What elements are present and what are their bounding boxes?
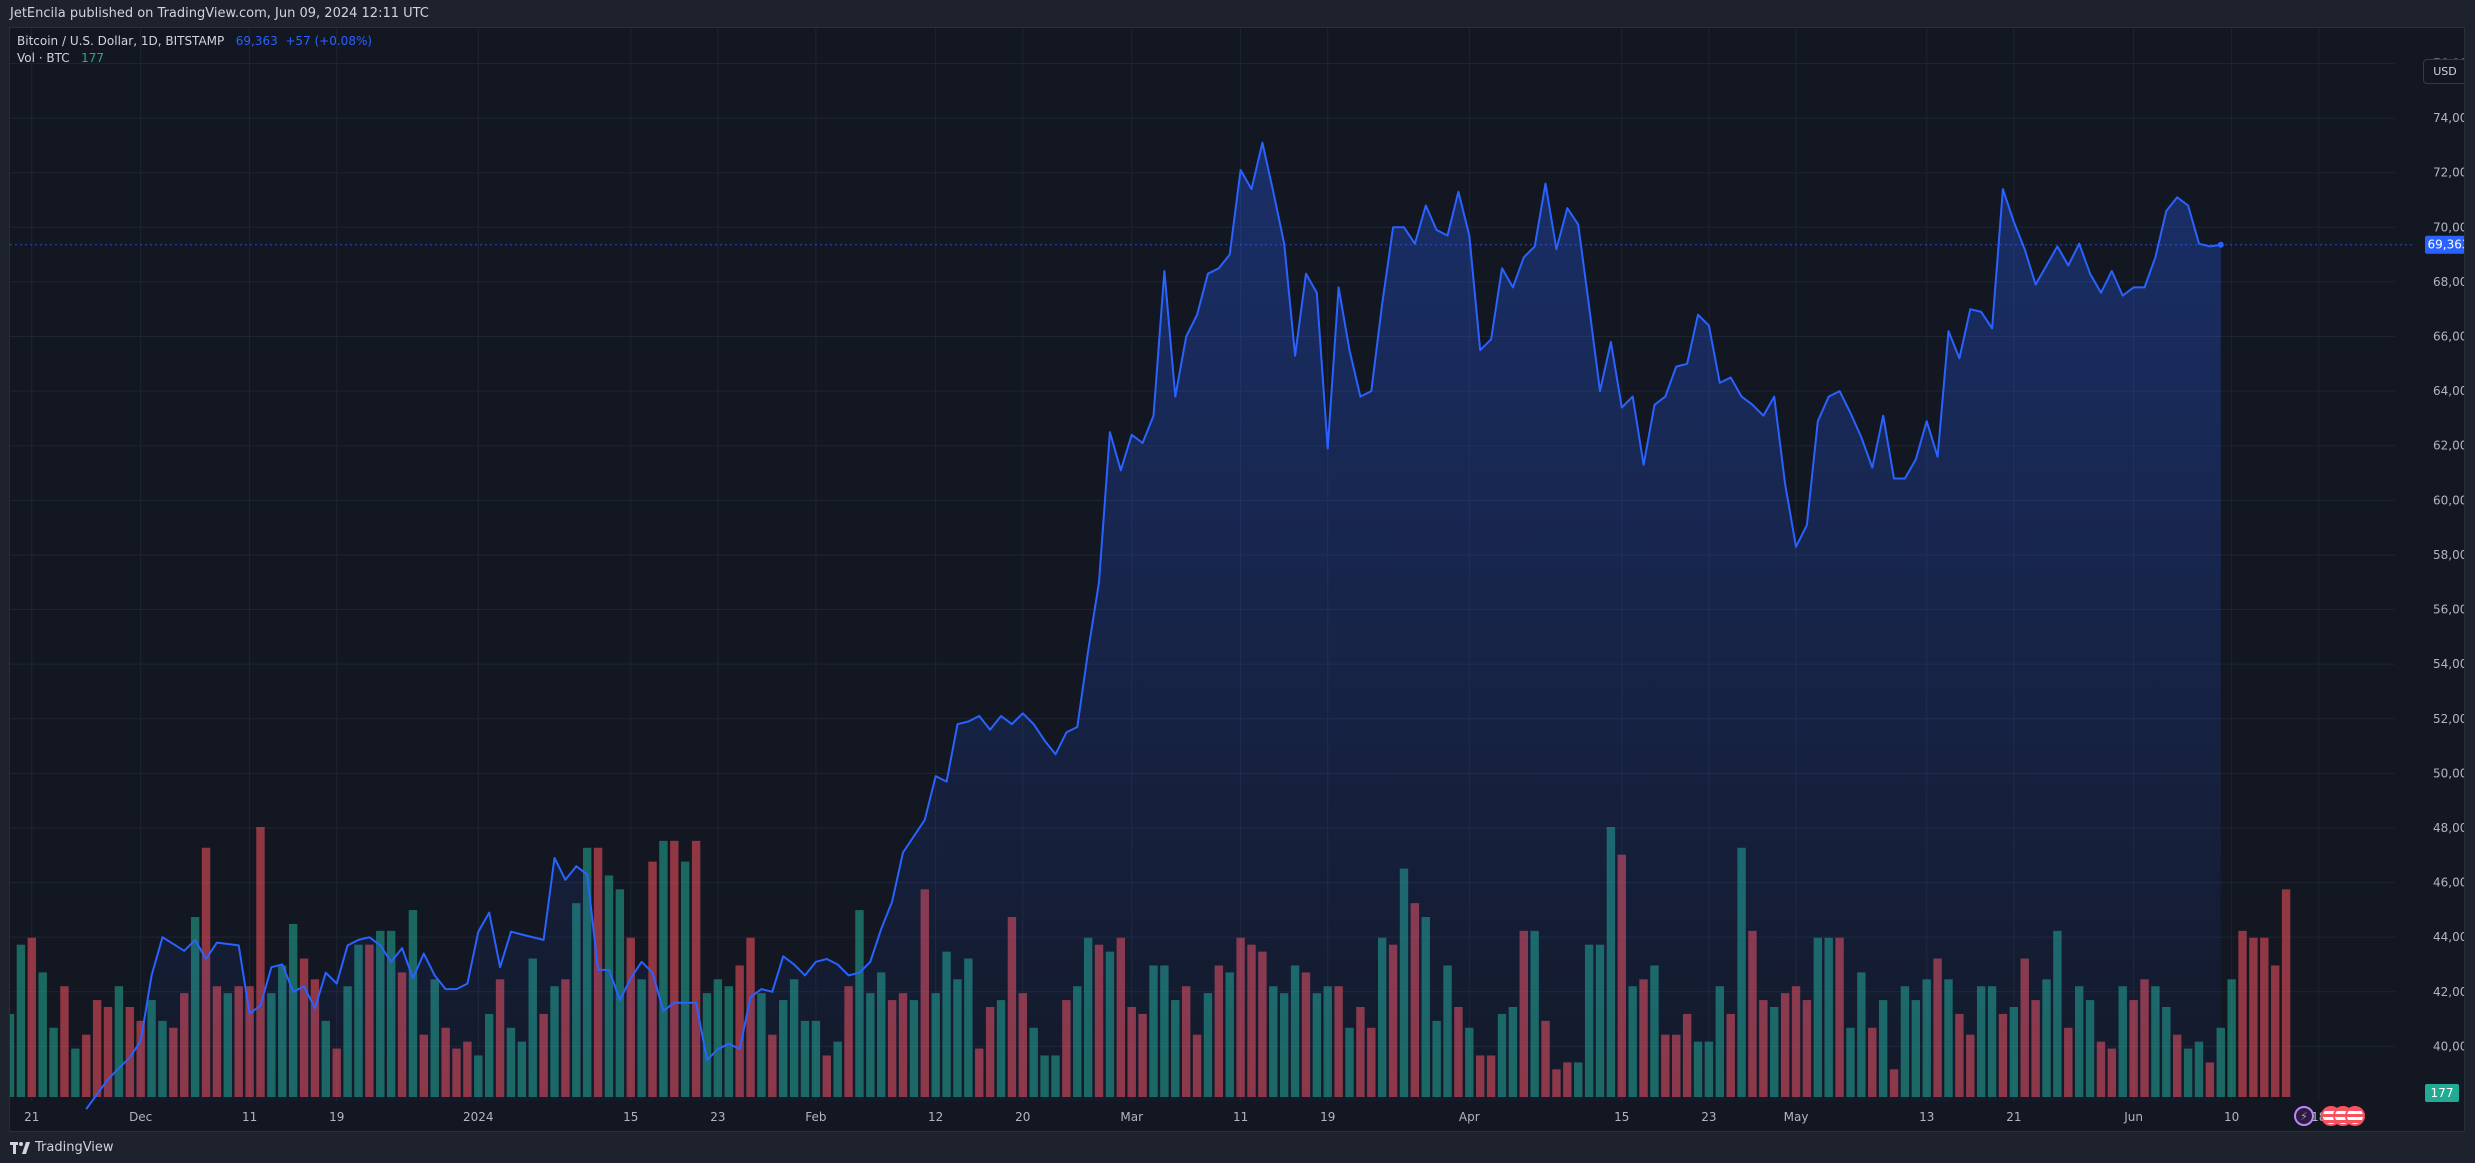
y-tick-label: 74,000 [2433,111,2465,125]
us-flag-event-icon[interactable] [2345,1106,2365,1126]
x-tick-label: 15 [623,1110,638,1124]
y-tick-label: 64,000 [2433,384,2465,398]
volume-bar [71,1048,80,1097]
x-tick-label: 23 [1701,1110,1716,1124]
y-tick-label: 52,000 [2433,712,2465,726]
volume-bar [2260,937,2269,1097]
x-tick-label: 12 [928,1110,943,1124]
y-tick-label: 48,000 [2433,821,2465,835]
chart-pane[interactable]: 40,000 42,000 44,000 46,000 48,000 50,000 52,0… [9,27,2465,1132]
last-price-tag-label: 69,363 [2428,238,2466,252]
volume-label[interactable]: Vol · BTC [17,51,70,65]
x-tick-label: 2024 [463,1110,494,1124]
volume-bar [2281,889,2291,1097]
header-bar: JetEncila published on TradingView.com, … [0,0,2475,27]
volume-bar [60,986,69,1097]
y-tick-label: 66,000 [2433,330,2465,344]
x-tick-label: 11 [242,1110,257,1124]
x-tick-label: 15 [1614,1110,1629,1124]
volume-bar [92,1000,102,1097]
volume-bar [10,1013,15,1097]
volume-bar [2227,979,2236,1097]
volume-bar [735,965,744,1097]
volume-value: 177 [81,51,104,65]
y-tick-label: 44,000 [2433,930,2465,944]
footer-bar: TradingView [0,1132,2475,1163]
price-line [85,141,2221,1110]
y-tick-label: 68,000 [2433,275,2465,289]
y-tick-label: 54,000 [2433,657,2465,671]
volume-bar [27,937,36,1097]
x-tick-label: Feb [805,1110,826,1124]
volume-bar [125,1007,134,1097]
x-tick-label: Dec [129,1110,152,1124]
volume-bar [103,1007,113,1097]
y-tick-label: 70,000 [2433,220,2465,234]
volume-bar [38,972,47,1097]
x-tick-label: 20 [1015,1110,1030,1124]
volume-bar [702,993,712,1097]
last-volume-tag [2425,1084,2459,1102]
price-area-fill [86,142,2221,1110]
currency-button[interactable]: USD [2423,59,2464,84]
y-tick-label: 40,000 [2433,1039,2465,1053]
tradingview-logo[interactable]: TradingView [10,1140,114,1155]
y-tick-label: 72,000 [2433,166,2465,180]
y-tick-label: 42,000 [2433,985,2465,999]
x-tick-label: Jun [2123,1110,2143,1124]
volume-bar [691,840,701,1097]
y-tick-label: 60,000 [2433,493,2465,507]
volume-bar [49,1027,58,1097]
x-tick-label: 23 [710,1110,725,1124]
x-tick-label: Apr [1459,1110,1480,1124]
chart-svg[interactable]: 40,000 42,000 44,000 46,000 48,000 50,000 52,0… [10,28,2465,1132]
volume-bar [681,861,690,1097]
x-tick-label: 19 [1320,1110,1335,1124]
x-tick-label: May [1784,1110,1809,1124]
volume-bar [82,1034,91,1097]
x-tick-label: 21 [24,1110,39,1124]
published-info: JetEncila published on TradingView.com, … [10,6,429,21]
price-change-value: +57 (+0.08%) [285,34,373,48]
last-price-tag [2425,235,2464,254]
tradingview-logo-icon [10,1141,30,1154]
x-tick-label: 10 [2224,1110,2239,1124]
volume-bar [724,986,733,1097]
volume-bar [713,979,723,1097]
chart-legend: Bitcoin / U.S. Dollar, 1D, BITSTAMP 69,3… [17,33,372,67]
x-tick-label: 21 [2006,1110,2021,1124]
x-tick-label: 11 [1233,1110,1248,1124]
x-tick-label: Mar [1120,1110,1143,1124]
volume-bar [670,840,679,1097]
volume-bar [16,944,26,1097]
tradingview-brand: TradingView [35,1140,114,1155]
last-volume-tag-label: 177 [2431,1086,2454,1100]
volume-bar [114,986,124,1097]
y-tick-label: 50,000 [2433,766,2465,780]
symbol-title[interactable]: Bitcoin / U.S. Dollar, 1D, BITSTAMP [17,34,225,48]
flash-event-icon[interactable]: ⚡ [2294,1106,2314,1126]
y-tick-label: 62,000 [2433,439,2465,453]
x-tick-label: 19 [329,1110,344,1124]
last-price-value: 69,363 [235,34,278,48]
volume-bar [659,840,668,1097]
volume-bar [615,889,625,1097]
volume-bar [2249,937,2258,1097]
x-tick-label: 13 [1919,1110,1934,1124]
last-price-dot [2217,241,2224,248]
y-tick-label: 56,000 [2433,603,2465,617]
y-tick-label: 46,000 [2433,876,2465,890]
volume-bar [2271,965,2280,1097]
volume-bar [2238,930,2247,1097]
y-tick-label: 58,000 [2433,548,2465,562]
volume-bar [256,827,265,1097]
